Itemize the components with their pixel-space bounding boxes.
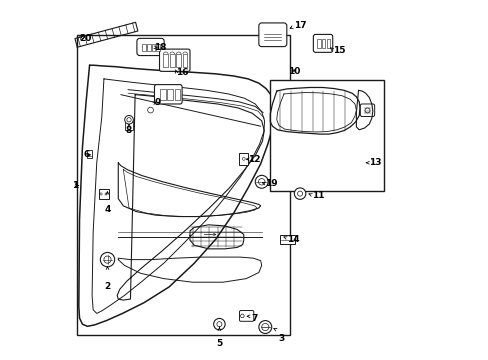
Bar	[169, 54, 174, 67]
Circle shape	[258, 179, 264, 185]
Bar	[125, 120, 132, 130]
Bar	[163, 54, 168, 67]
Text: 13: 13	[368, 158, 381, 167]
Text: 6: 6	[83, 150, 90, 159]
FancyBboxPatch shape	[313, 35, 332, 52]
Bar	[176, 54, 181, 67]
FancyBboxPatch shape	[137, 39, 164, 55]
FancyBboxPatch shape	[239, 311, 253, 321]
Circle shape	[240, 314, 244, 318]
Text: 12: 12	[247, 155, 260, 164]
Text: 10: 10	[287, 67, 300, 76]
Bar	[270, 80, 384, 192]
Bar	[321, 40, 325, 48]
Circle shape	[100, 193, 102, 195]
Circle shape	[364, 108, 369, 113]
Text: 9: 9	[154, 98, 160, 107]
Circle shape	[105, 193, 107, 195]
Text: 3: 3	[278, 334, 284, 343]
Text: 17: 17	[293, 21, 306, 30]
Text: 1: 1	[72, 181, 79, 190]
Text: 7: 7	[251, 314, 258, 323]
Circle shape	[100, 252, 115, 267]
Bar	[147, 44, 150, 51]
FancyBboxPatch shape	[154, 85, 182, 104]
Circle shape	[294, 188, 305, 199]
Text: 11: 11	[311, 190, 324, 199]
Circle shape	[147, 107, 153, 113]
Circle shape	[213, 319, 224, 330]
Bar	[167, 89, 173, 100]
Bar	[174, 89, 180, 100]
Text: 19: 19	[265, 179, 277, 188]
Text: 8: 8	[125, 126, 132, 135]
Circle shape	[126, 118, 131, 122]
Bar	[279, 235, 294, 244]
Bar	[160, 89, 165, 100]
Circle shape	[242, 157, 244, 160]
Circle shape	[217, 321, 222, 327]
Text: 14: 14	[286, 235, 299, 244]
Circle shape	[255, 175, 267, 188]
FancyBboxPatch shape	[99, 189, 109, 199]
Circle shape	[124, 116, 133, 124]
FancyBboxPatch shape	[159, 49, 190, 71]
Circle shape	[258, 320, 271, 333]
Bar	[151, 44, 155, 51]
Bar	[326, 40, 329, 48]
Bar	[156, 44, 160, 51]
Text: 20: 20	[79, 34, 91, 43]
Bar	[183, 54, 187, 67]
Text: 4: 4	[104, 205, 110, 214]
Circle shape	[104, 256, 111, 263]
Text: 18: 18	[154, 43, 166, 52]
Circle shape	[297, 191, 302, 196]
Text: 16: 16	[176, 68, 188, 77]
Bar	[142, 44, 145, 51]
Text: 15: 15	[333, 46, 345, 55]
Bar	[86, 150, 92, 158]
Bar	[317, 40, 320, 48]
FancyBboxPatch shape	[360, 104, 374, 117]
Text: 5: 5	[216, 338, 222, 347]
Circle shape	[261, 323, 268, 330]
FancyBboxPatch shape	[258, 23, 286, 46]
FancyBboxPatch shape	[239, 153, 247, 165]
Text: 2: 2	[104, 282, 110, 291]
Bar	[77, 36, 289, 335]
